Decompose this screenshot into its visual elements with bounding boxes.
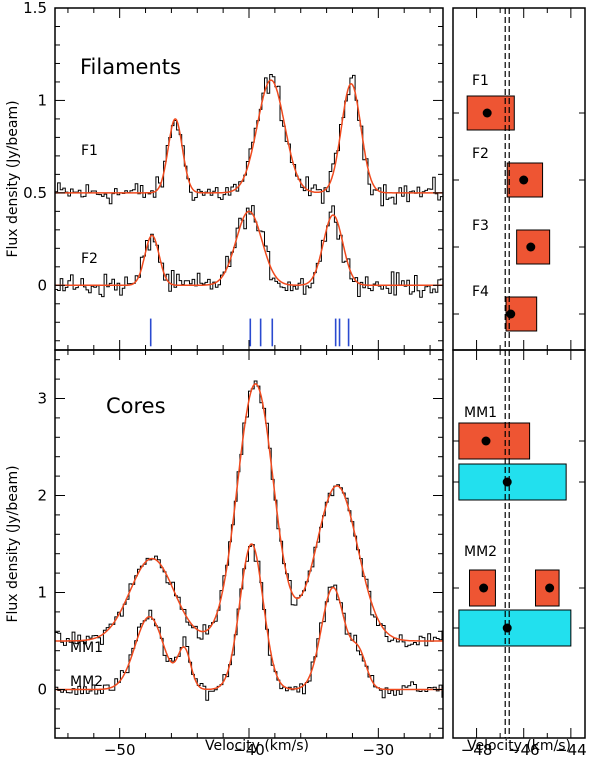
- panel-frame: [452, 349, 586, 739]
- velocity-point-f3: [526, 242, 536, 252]
- x-tick-label: −46: [508, 741, 540, 759]
- x-tick-label: −30: [363, 741, 395, 759]
- velocity-point-mm2: [502, 623, 512, 633]
- label-f4: F4: [472, 284, 489, 300]
- label-f3: F3: [472, 218, 489, 234]
- series-label-f2: F2: [81, 251, 98, 267]
- x-tick-label: −40: [233, 741, 265, 759]
- spectrum-mm1: [55, 380, 443, 648]
- y-tick-label: 0: [37, 681, 47, 699]
- spectrum-f2: [55, 205, 443, 298]
- y-tick-label: 3: [37, 390, 47, 408]
- velocity-point-mm2: [545, 583, 555, 593]
- fit-curve-mm1: [55, 383, 443, 642]
- y-tick-label: 0.5: [23, 184, 47, 202]
- fit-curve-mm2: [55, 543, 443, 691]
- fit-curve-f2: [55, 210, 443, 287]
- y-axis-label: Flux density (Jy/beam): [5, 100, 21, 257]
- velocity-point-mm1: [502, 477, 512, 487]
- x-tick-label: −48: [461, 741, 493, 759]
- series-label-f1: F1: [81, 143, 98, 159]
- velocity-box-mm1: [458, 463, 567, 501]
- series-label-mm1: MM1: [70, 640, 103, 656]
- x-tick-label: −44: [555, 741, 587, 759]
- y-tick-label: 1: [37, 91, 47, 109]
- velocity-point-mm2: [479, 583, 489, 593]
- y-tick-label: 1.5: [23, 0, 47, 17]
- x-tick-label: −50: [104, 741, 136, 759]
- y-tick-label: 2: [37, 487, 47, 505]
- velocity-point-f4: [506, 309, 516, 319]
- label-f2: F2: [472, 146, 489, 162]
- x-axis-label: Velocity (km/s): [467, 738, 571, 754]
- x-axis-label: Velocity (km/s): [205, 738, 309, 754]
- panel-label-filaments: Filaments: [80, 55, 181, 79]
- fit-curve-f1: [55, 79, 443, 194]
- y-tick-label: 0: [37, 276, 47, 294]
- velocity-box-mm2: [458, 609, 572, 647]
- velocity-point-f1: [482, 108, 492, 118]
- series-label-mm2: MM2: [70, 674, 103, 690]
- velocity-box-mm1: [458, 422, 531, 460]
- spectrum-f1: [55, 74, 443, 207]
- y-tick-label: 1: [37, 584, 47, 602]
- label-mm1: MM1: [464, 405, 497, 421]
- label-f1: F1: [472, 73, 489, 89]
- velocity-point-mm1: [481, 436, 491, 446]
- velocity-point-f2: [519, 175, 529, 185]
- y-axis-label: Flux density (Jy/beam): [5, 465, 21, 622]
- label-mm2: MM2: [464, 544, 497, 560]
- panel-label-cores: Cores: [106, 394, 166, 418]
